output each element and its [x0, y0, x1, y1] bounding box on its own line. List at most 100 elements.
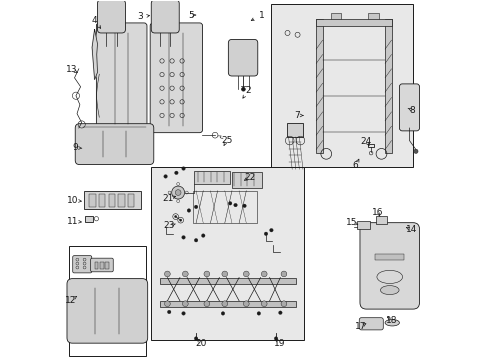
Circle shape	[261, 301, 266, 307]
Text: 21: 21	[163, 194, 174, 203]
Circle shape	[274, 337, 277, 340]
Text: 5: 5	[187, 10, 193, 19]
Text: 1: 1	[258, 10, 264, 19]
Circle shape	[194, 337, 198, 340]
FancyBboxPatch shape	[97, 0, 125, 33]
Circle shape	[174, 216, 176, 218]
Circle shape	[174, 171, 178, 175]
Circle shape	[182, 235, 185, 239]
Bar	[99, 194, 105, 207]
Bar	[271, 4, 412, 167]
Text: 25: 25	[221, 136, 232, 145]
Circle shape	[201, 234, 204, 237]
Circle shape	[164, 301, 170, 307]
Text: 9: 9	[72, 143, 78, 152]
Bar	[160, 301, 296, 307]
Circle shape	[264, 232, 267, 235]
Circle shape	[228, 202, 231, 205]
Text: 8: 8	[408, 105, 414, 114]
Circle shape	[241, 87, 244, 91]
Circle shape	[281, 301, 286, 307]
Circle shape	[182, 271, 188, 277]
Text: 22: 22	[244, 173, 255, 182]
Circle shape	[203, 271, 209, 277]
Ellipse shape	[384, 319, 399, 326]
Bar	[118, 194, 124, 207]
Circle shape	[257, 312, 260, 315]
FancyBboxPatch shape	[96, 23, 147, 131]
FancyBboxPatch shape	[151, 0, 179, 33]
Circle shape	[167, 310, 171, 314]
FancyBboxPatch shape	[75, 124, 153, 165]
FancyBboxPatch shape	[73, 256, 92, 273]
Text: 2: 2	[245, 86, 250, 95]
Circle shape	[182, 301, 188, 307]
Circle shape	[243, 271, 249, 277]
Text: 15: 15	[346, 218, 357, 227]
Circle shape	[222, 301, 227, 307]
Circle shape	[278, 311, 282, 315]
Text: 10: 10	[67, 196, 79, 205]
Circle shape	[175, 190, 181, 195]
FancyBboxPatch shape	[150, 23, 202, 133]
Text: 3: 3	[137, 12, 143, 21]
Circle shape	[194, 238, 198, 242]
Bar	[367, 13, 378, 19]
Bar	[231, 172, 262, 188]
Text: 18: 18	[385, 316, 396, 325]
Circle shape	[194, 205, 198, 209]
Circle shape	[163, 175, 167, 178]
Text: 12: 12	[65, 296, 76, 305]
Bar	[194, 171, 230, 184]
Bar	[69, 246, 145, 356]
Bar	[94, 262, 98, 269]
Circle shape	[179, 219, 182, 221]
Bar	[108, 194, 115, 207]
Text: 6: 6	[352, 161, 358, 170]
Circle shape	[171, 186, 184, 199]
Circle shape	[269, 228, 273, 232]
Circle shape	[222, 271, 227, 277]
Circle shape	[242, 204, 246, 208]
Circle shape	[221, 312, 224, 315]
Text: 7: 7	[294, 111, 300, 120]
Circle shape	[182, 312, 185, 315]
FancyBboxPatch shape	[67, 279, 147, 343]
Text: 13: 13	[66, 65, 77, 74]
Bar	[83, 192, 141, 209]
FancyBboxPatch shape	[359, 223, 419, 309]
Circle shape	[182, 167, 185, 170]
Text: 24: 24	[360, 137, 371, 146]
Bar	[192, 191, 257, 223]
Bar	[160, 278, 296, 284]
Bar	[89, 194, 96, 207]
Text: 23: 23	[163, 221, 175, 230]
Bar	[376, 216, 386, 224]
FancyBboxPatch shape	[90, 258, 113, 272]
Circle shape	[203, 301, 209, 307]
Bar	[375, 254, 403, 260]
Bar	[357, 221, 369, 229]
FancyBboxPatch shape	[399, 84, 419, 131]
Ellipse shape	[380, 285, 398, 294]
Bar	[384, 19, 391, 153]
Polygon shape	[92, 30, 97, 80]
Bar	[316, 19, 322, 153]
Text: 20: 20	[195, 339, 206, 348]
Bar	[100, 262, 103, 269]
Circle shape	[281, 271, 286, 277]
Circle shape	[413, 149, 417, 153]
Bar	[316, 19, 391, 26]
Circle shape	[261, 271, 266, 277]
FancyBboxPatch shape	[359, 318, 383, 330]
Circle shape	[164, 271, 170, 277]
Text: 17: 17	[355, 322, 366, 331]
Bar	[85, 216, 93, 222]
Circle shape	[187, 209, 190, 212]
Bar	[128, 194, 134, 207]
Text: 11: 11	[67, 217, 79, 226]
FancyBboxPatch shape	[228, 40, 257, 76]
Bar	[286, 123, 303, 137]
Circle shape	[233, 203, 237, 207]
Text: 16: 16	[371, 208, 383, 217]
